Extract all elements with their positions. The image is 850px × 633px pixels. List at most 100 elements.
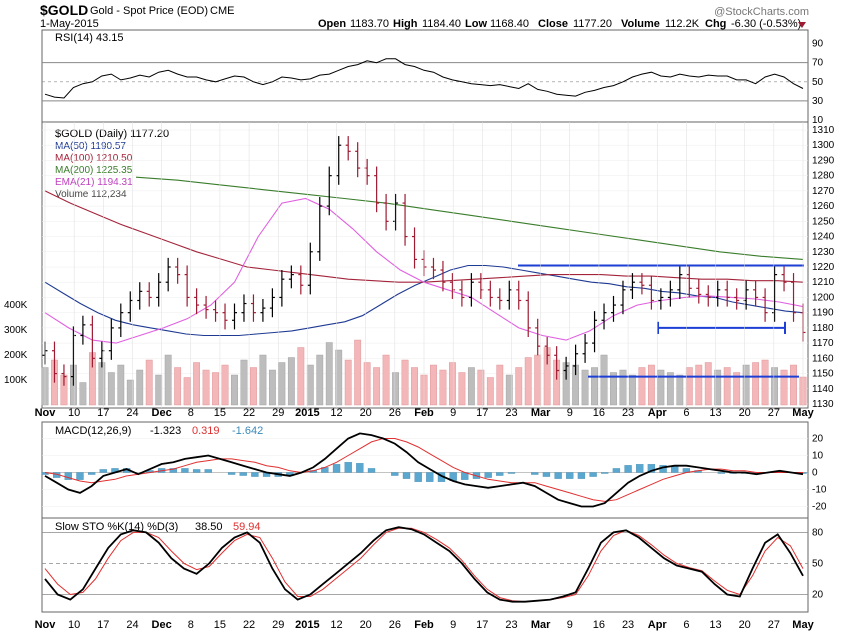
low-label: Low bbox=[465, 18, 487, 30]
volume-bar bbox=[610, 372, 617, 406]
volume-bar bbox=[373, 367, 381, 406]
rsi-tick-label: 50 bbox=[812, 77, 824, 88]
macd-histogram-bar bbox=[344, 462, 352, 473]
volume-bar bbox=[98, 362, 106, 406]
sto-legend-k: 38.50 bbox=[195, 521, 223, 533]
sto-tick-label: 50 bbox=[812, 558, 824, 569]
volume-bar bbox=[439, 369, 447, 406]
x-axis-label: 20 bbox=[739, 407, 751, 419]
x-axis-label: 13 bbox=[709, 407, 721, 419]
volume-bar bbox=[411, 367, 418, 406]
volume-tick-label: 400K bbox=[4, 300, 28, 311]
volume-bar bbox=[714, 369, 722, 406]
x-axis-label-bottom: 23 bbox=[505, 619, 517, 631]
macd-histogram-bar bbox=[181, 468, 189, 473]
volume-bar bbox=[278, 362, 286, 406]
rsi-tick-label: 90 bbox=[812, 39, 824, 50]
macd-legend-signal: 0.319 bbox=[192, 425, 220, 437]
macd-signal-line bbox=[44, 438, 803, 502]
macd-histogram-bar bbox=[601, 472, 609, 474]
price-tick-label: 1250 bbox=[812, 216, 835, 227]
x-axis-label: 22 bbox=[243, 407, 255, 419]
volume-bar bbox=[155, 374, 163, 406]
macd-histogram-bar bbox=[87, 472, 96, 475]
x-axis-label-bottom: 20 bbox=[360, 619, 372, 631]
x-axis-label-bottom: 23 bbox=[622, 619, 634, 631]
volume-bar bbox=[676, 374, 684, 406]
volume-bar bbox=[761, 359, 769, 406]
x-axis-label: 27 bbox=[768, 407, 780, 419]
macd-legend-prefix: MACD(12,26,9) bbox=[55, 425, 131, 437]
macd-histogram-bar bbox=[554, 472, 562, 479]
x-axis-label-bottom: 6 bbox=[683, 619, 689, 631]
price-tick-label: 1300 bbox=[812, 140, 835, 151]
x-axis-label-bottom: Dec bbox=[152, 619, 172, 631]
volume-bar bbox=[174, 367, 182, 406]
macd-histogram-bar bbox=[531, 472, 539, 475]
x-axis-label-bottom: 10 bbox=[68, 619, 80, 631]
x-axis-label-bottom: 9 bbox=[450, 619, 456, 631]
price-tick-label: 1130 bbox=[812, 399, 834, 410]
volume-bar bbox=[505, 374, 513, 406]
x-axis-label: 12 bbox=[330, 407, 342, 419]
x-axis-label: 2015 bbox=[295, 407, 319, 419]
volume-bar bbox=[344, 359, 352, 406]
volume-bar bbox=[240, 359, 248, 406]
x-axis-label-bottom: 12 bbox=[330, 619, 342, 631]
volume-bar bbox=[666, 372, 674, 406]
x-axis-label-bottom: 15 bbox=[214, 619, 226, 631]
x-axis-label-bottom: 22 bbox=[243, 619, 255, 631]
x-axis-label-bottom: 29 bbox=[272, 619, 284, 631]
sto-k-line bbox=[44, 526, 804, 603]
x-axis-label: 9 bbox=[567, 407, 573, 419]
macd-tick-label: 10 bbox=[812, 451, 824, 462]
volume-bar bbox=[306, 364, 314, 406]
volume-bar bbox=[458, 372, 466, 406]
x-axis-label-bottom: 26 bbox=[389, 619, 401, 631]
price-tick-label: 1200 bbox=[812, 292, 835, 303]
price-tick-label: 1260 bbox=[812, 201, 835, 212]
x-axis-label: 17 bbox=[97, 407, 109, 419]
macd-histogram-bar bbox=[227, 472, 236, 475]
x-axis-label: Apr bbox=[648, 407, 668, 419]
volume-bar bbox=[619, 369, 627, 406]
macd-histogram-bar bbox=[624, 465, 632, 473]
volume-bar bbox=[733, 372, 741, 406]
sto-legend-prefix: Slow STO %K(14) %D(3) bbox=[55, 521, 178, 533]
x-axis-label-bottom: 20 bbox=[739, 619, 751, 631]
sto-d-line bbox=[44, 527, 804, 603]
price-tick-label: 1150 bbox=[812, 369, 834, 380]
chg-label: Chg bbox=[705, 18, 726, 30]
volume-bar bbox=[145, 359, 153, 406]
price-title: $GOLD (Daily) 1177.20 bbox=[55, 128, 169, 140]
volume-bar bbox=[287, 357, 295, 406]
open-label: Open bbox=[318, 18, 346, 30]
rsi-tick-label: 30 bbox=[812, 96, 824, 107]
x-axis-label: 9 bbox=[450, 407, 456, 419]
macd-histogram-bar bbox=[169, 468, 177, 473]
volume-bar bbox=[515, 367, 523, 406]
volume-bar bbox=[723, 367, 731, 406]
volume-bar bbox=[221, 364, 229, 406]
volume-bar bbox=[297, 347, 305, 406]
exchange-label: CME bbox=[210, 5, 234, 17]
volume-bar bbox=[581, 369, 589, 406]
volume-bar bbox=[742, 364, 750, 406]
volume-bar bbox=[591, 367, 598, 406]
macd-histogram-bar bbox=[507, 472, 516, 474]
macd-histogram-bar bbox=[566, 472, 574, 479]
sto-tick-label: 20 bbox=[812, 589, 824, 600]
macd-histogram-bar bbox=[717, 472, 726, 474]
x-axis-label: 6 bbox=[683, 407, 689, 419]
close-label: Close bbox=[538, 18, 568, 30]
down-arrow-icon bbox=[798, 22, 806, 28]
macd-histogram-bar bbox=[542, 472, 551, 477]
price-tick-label: 1280 bbox=[812, 171, 835, 182]
macd-tick-label: 0 bbox=[812, 468, 818, 479]
price-panel-frame bbox=[41, 121, 809, 409]
price-tick-label: 1190 bbox=[812, 308, 834, 319]
macd-histogram-bar bbox=[192, 469, 201, 473]
chg-value: -6.30 (-0.53%) bbox=[731, 18, 801, 30]
x-axis-label-bottom: Apr bbox=[648, 619, 668, 631]
